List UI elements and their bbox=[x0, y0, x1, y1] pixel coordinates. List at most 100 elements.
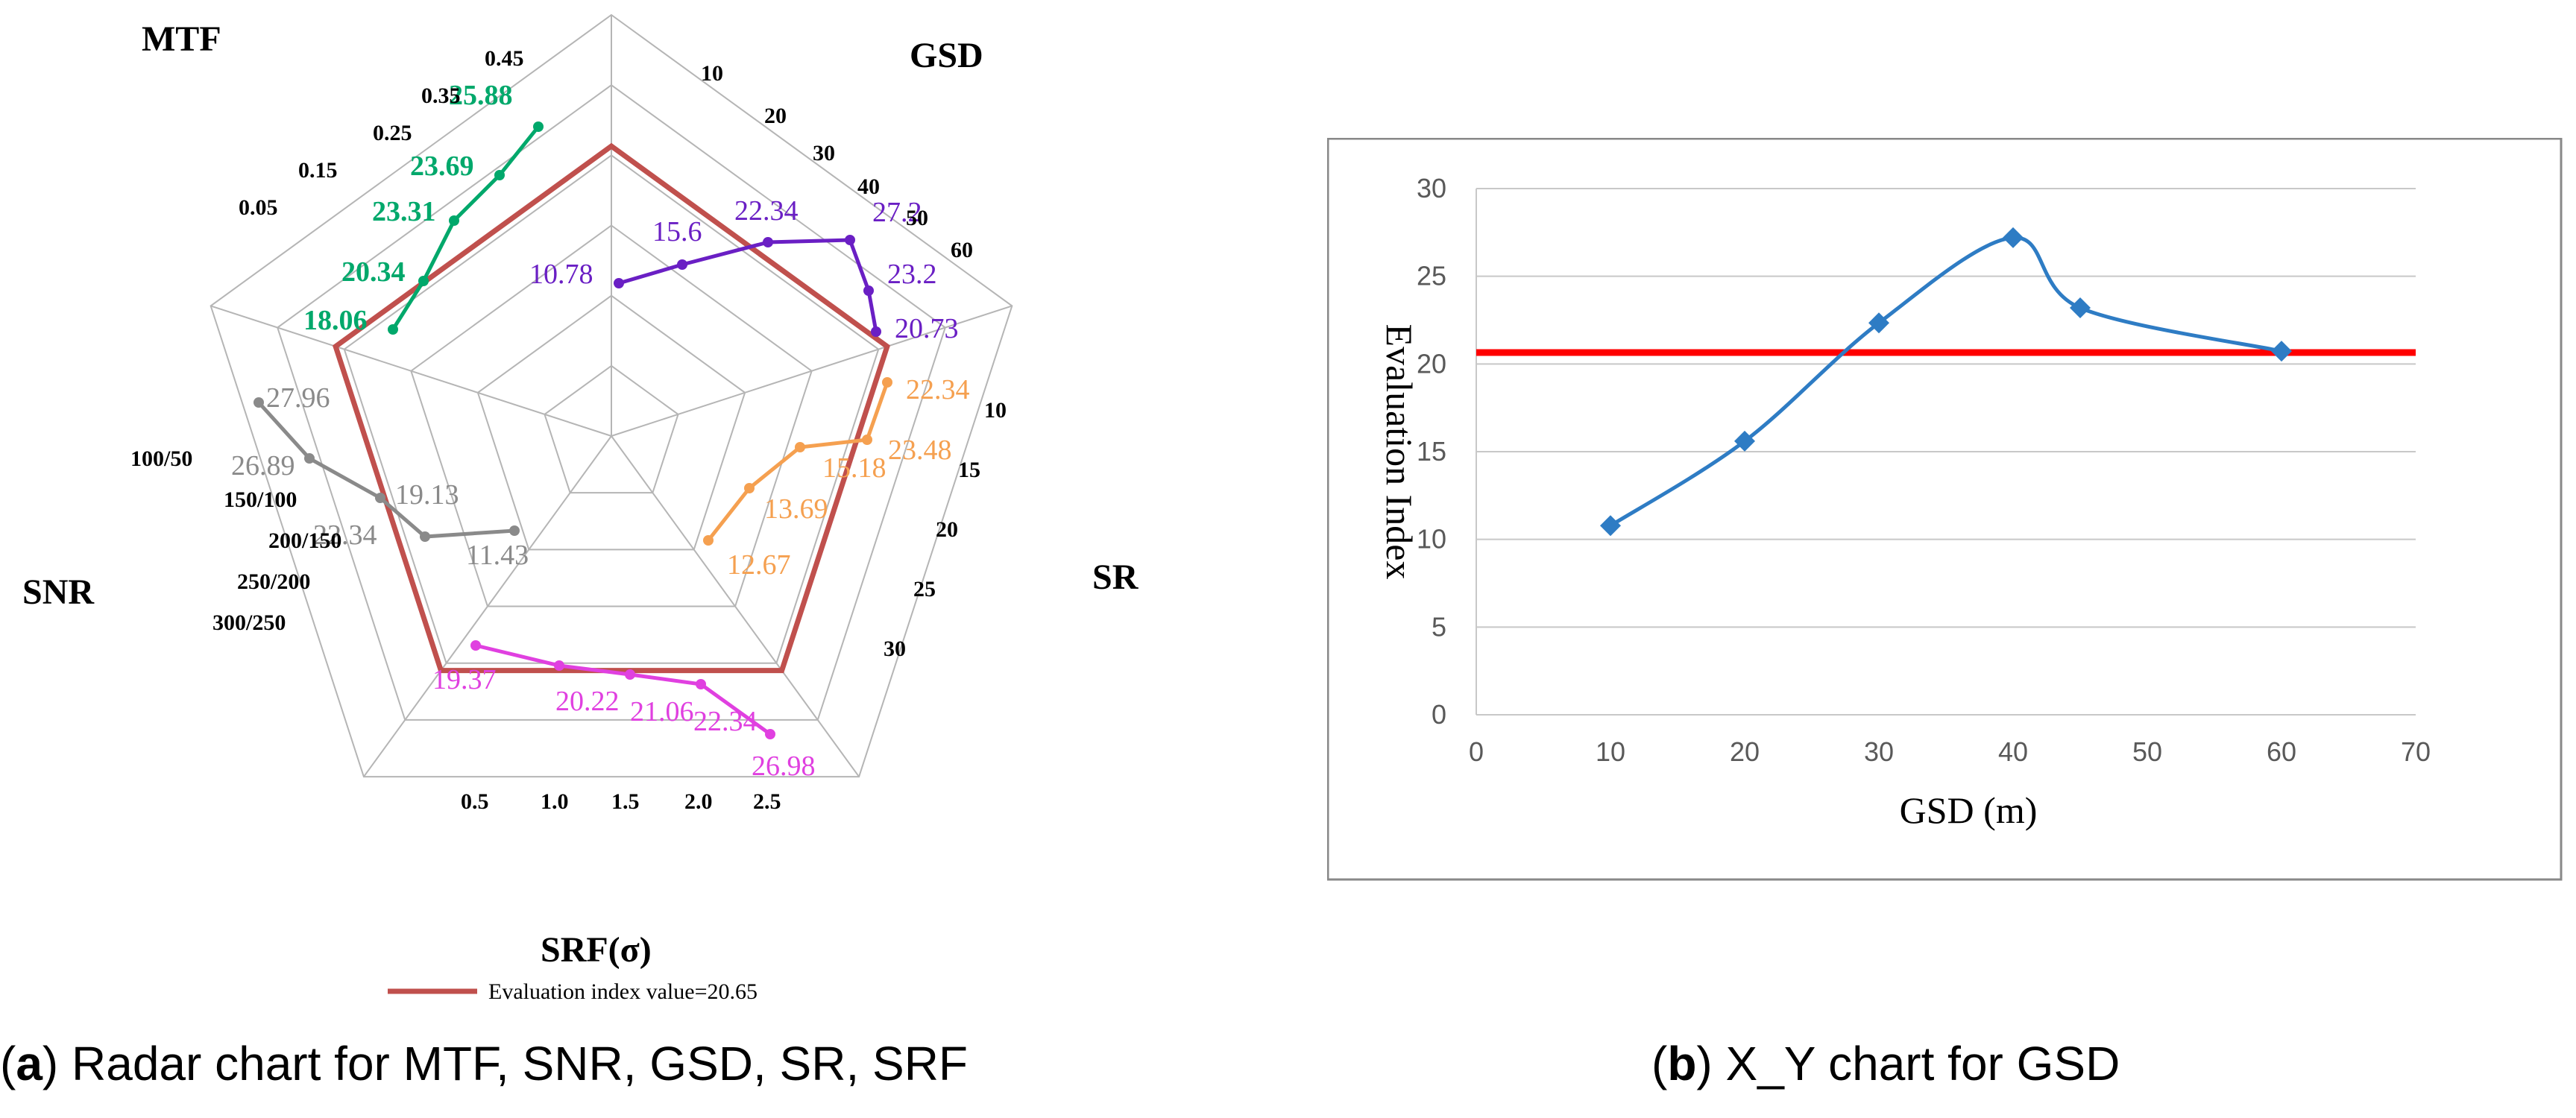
radar-data-label: 11.43 bbox=[466, 540, 529, 571]
radar-tick-label: 1.0 bbox=[541, 789, 569, 814]
radar-tick-label: 100/50 bbox=[130, 446, 192, 471]
radar-tick-label: 2.5 bbox=[753, 789, 781, 814]
radar-point bbox=[554, 660, 564, 671]
radar-tick-label: 30 bbox=[813, 141, 835, 165]
xy-ytick-label: 25 bbox=[1417, 261, 1446, 291]
radar-data-label: 19.13 bbox=[395, 479, 459, 511]
radar-point bbox=[533, 121, 544, 132]
radar-data-label: 27.96 bbox=[266, 382, 330, 414]
radar-point bbox=[304, 453, 315, 464]
xy-series-group bbox=[1476, 227, 2416, 537]
radar-data-label: 22.34 bbox=[906, 374, 970, 405]
radar-tick-label: 25 bbox=[913, 577, 936, 601]
radar-point bbox=[449, 215, 459, 226]
xy-xtick-label: 70 bbox=[2401, 736, 2431, 767]
caption-b-text: X_Y chart for GSD bbox=[1712, 1037, 2120, 1090]
radar-tick-label: 150/100 bbox=[224, 487, 297, 512]
xy-xtick-label: 30 bbox=[1864, 736, 1894, 767]
radar-data-label: 20.73 bbox=[895, 313, 959, 344]
xy-xtick-label: 10 bbox=[1596, 736, 1625, 767]
radar-point bbox=[494, 170, 505, 180]
caption-b: (b) X_Y chart for GSD bbox=[1651, 1037, 2120, 1090]
radar-data-label: 12.67 bbox=[727, 549, 791, 581]
radar-point bbox=[420, 531, 430, 542]
radar-point bbox=[744, 483, 755, 493]
caption-a: (a) Radar chart for MTF, SNR, GSD, SR, S… bbox=[0, 1037, 968, 1090]
radar-series-group bbox=[253, 121, 892, 739]
radar-grid-ring bbox=[210, 13, 1013, 778]
radar-point bbox=[703, 535, 714, 546]
xy-ytick-label: 20 bbox=[1417, 348, 1446, 379]
caption-b-letter: b bbox=[1667, 1037, 1697, 1090]
xy-ylabel: Evaluation Index bbox=[1379, 324, 1420, 580]
radar-point bbox=[863, 285, 874, 296]
radar-grid bbox=[210, 13, 1013, 778]
radar-point bbox=[882, 377, 892, 388]
radar-tick-label: 0.5 bbox=[461, 789, 489, 814]
radar-spoke bbox=[611, 305, 1013, 437]
radar-tick-label: 20 bbox=[936, 517, 958, 542]
radar-point bbox=[845, 235, 855, 245]
radar-tick-label: 60 bbox=[951, 238, 973, 262]
radar-grid-ring bbox=[410, 224, 813, 607]
radar-tick-label: 10 bbox=[984, 398, 1007, 423]
radar-spoke bbox=[611, 435, 860, 777]
radar-data-label: 23.2 bbox=[887, 259, 937, 290]
radar-grid-ring bbox=[277, 83, 946, 721]
radar-data-label: 22.34 bbox=[693, 706, 758, 737]
xy-xtick-label: 50 bbox=[2132, 736, 2162, 767]
radar-point bbox=[509, 525, 520, 536]
radar-data-label: 23.31 bbox=[372, 196, 436, 227]
radar-tick-label: 20 bbox=[764, 104, 787, 128]
radar-point bbox=[696, 679, 706, 689]
radar-data-label: 18.06 bbox=[303, 305, 368, 336]
radar-data-label: 26.89 bbox=[231, 450, 295, 481]
radar-data-label: 21.06 bbox=[630, 696, 694, 727]
radar-data-label: 20.22 bbox=[555, 686, 620, 717]
radar-tick-label: 250/200 bbox=[237, 569, 310, 594]
radar-tick-label: 0.35 bbox=[421, 83, 461, 108]
radar-axis-title: GSD bbox=[910, 36, 983, 75]
radar-point bbox=[470, 640, 481, 651]
xy-series-line bbox=[1609, 236, 2282, 528]
radar-tick-label: 40 bbox=[857, 174, 880, 199]
radar-data-label: 22.34 bbox=[734, 195, 799, 227]
radar-spoke bbox=[363, 435, 612, 777]
radar-point bbox=[795, 442, 805, 452]
radar-tick-label: 0.45 bbox=[485, 46, 524, 71]
radar-grid-ring bbox=[476, 294, 746, 551]
xy-ytick-label: 30 bbox=[1417, 173, 1446, 203]
radar-axis-title: SRF(σ) bbox=[541, 930, 652, 970]
xy-data-marker bbox=[2003, 227, 2024, 248]
xy-text-group: 0 5 10 15 20 25 30 0 10 20 30 40 50 60 70 GSD (m) Evalua… bbox=[1379, 173, 2431, 831]
xy-ytick-label: 10 bbox=[1417, 524, 1446, 555]
radar-data-label: 25.88 bbox=[449, 80, 513, 111]
radar-tick-label: 15 bbox=[958, 458, 980, 482]
radar-point bbox=[625, 669, 635, 680]
radar-data-label: 15.6 bbox=[652, 216, 702, 247]
radar-data-label: 15.18 bbox=[822, 452, 887, 484]
radar-tick-label: 0.25 bbox=[373, 121, 412, 145]
radar-tick-label: 200/150 bbox=[268, 528, 341, 553]
xy-chart: 0 5 10 15 20 25 30 0 10 20 30 40 50 60 70 GSD (m) Evalua… bbox=[1327, 138, 2563, 881]
caption-a-text: Radar chart for MTF, SNR, GSD, SR, SRF bbox=[58, 1037, 968, 1090]
radar-point bbox=[375, 493, 385, 503]
radar-tick-label: 50 bbox=[906, 206, 928, 230]
radar-point bbox=[763, 237, 773, 247]
xy-xtick-label: 0 bbox=[1469, 736, 1484, 767]
radar-data-label: 23.48 bbox=[888, 435, 952, 466]
xy-data-marker bbox=[1734, 430, 1755, 452]
radar-tick-label: 0.15 bbox=[298, 158, 338, 183]
radar-tick-label: 300/250 bbox=[212, 610, 286, 635]
xy-data-marker bbox=[1868, 312, 1889, 334]
radar-tick-label: 10 bbox=[701, 61, 723, 86]
radar-axis-title: MTF bbox=[142, 19, 221, 59]
radar-axis-title: SNR bbox=[22, 572, 95, 612]
radar-axis-title: SR bbox=[1092, 558, 1139, 597]
radar-point bbox=[614, 278, 624, 288]
radar-series-snr-line bbox=[257, 401, 515, 539]
xy-data-marker bbox=[1600, 515, 1621, 537]
radar-point bbox=[677, 259, 687, 270]
